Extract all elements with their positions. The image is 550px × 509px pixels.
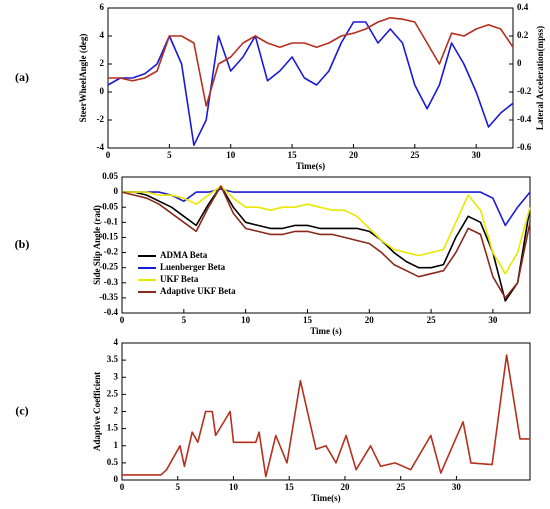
series-line <box>108 17 514 107</box>
y-tick-label: 0.5 <box>107 457 119 467</box>
x-tick-label: 10 <box>229 482 239 492</box>
x-tick-label: 5 <box>167 150 172 160</box>
panel-label: (b) <box>15 237 30 251</box>
y2-tick-label: -0.4 <box>517 114 532 124</box>
y-tick-label: 0 <box>114 474 119 484</box>
series-line <box>122 188 531 227</box>
y2-tick-label: -0.6 <box>517 142 532 152</box>
y-tick-label: -0.35 <box>99 292 118 302</box>
y-tick-label: 3.5 <box>107 354 119 364</box>
plot-frame <box>121 176 531 314</box>
x-tick-label: 15 <box>288 150 298 160</box>
y-axis-title: Side Slip Angle (rad) <box>92 205 102 285</box>
y-tick-label: -0.25 <box>99 262 118 272</box>
y-axis-title: Adaptive Coefficient <box>92 372 102 451</box>
y-tick-label: 2.5 <box>107 388 119 398</box>
panel-label: (a) <box>15 70 29 84</box>
y-tick-label: -2 <box>97 114 105 124</box>
x-tick-label: 30 <box>488 315 498 325</box>
y-tick-label: -0.1 <box>104 216 119 226</box>
legend-label: Luenberger Beta <box>160 262 226 272</box>
x-tick-label: 25 <box>427 315 437 325</box>
y-tick-label: 6 <box>100 2 105 12</box>
y-tick-label: -0.15 <box>99 232 118 242</box>
x-axis-title: Time(s) <box>296 161 325 171</box>
x-tick-label: 25 <box>396 482 406 492</box>
x-tick-label: 0 <box>106 150 111 160</box>
plot-frame <box>107 7 514 149</box>
y-tick-label: 1.5 <box>107 423 119 433</box>
legend-label: ADMA Beta <box>160 250 208 260</box>
x-tick-label: 15 <box>303 315 313 325</box>
y-tick-label: -4 <box>97 142 105 152</box>
x-tick-label: 30 <box>472 150 482 160</box>
x-tick-label: 20 <box>340 482 350 492</box>
y-tick-label: 3 <box>114 371 119 381</box>
y-tick-label: -0.4 <box>104 307 119 317</box>
x-tick-label: 10 <box>241 315 251 325</box>
x-tick-label: 20 <box>349 150 359 160</box>
series-line <box>107 21 514 146</box>
panel-label: (c) <box>15 403 28 417</box>
y2-axis-title: Lateral Acceleration(mpss) <box>535 26 545 130</box>
y-tick-label: -0.2 <box>104 247 119 257</box>
series-line <box>122 185 531 275</box>
y-tick-label: 0.05 <box>102 171 118 181</box>
y-tick-label: 4 <box>100 30 105 40</box>
y-tick-label: 0 <box>114 186 119 196</box>
y2-tick-label: -0.2 <box>517 86 532 96</box>
y2-tick-label: 0.4 <box>517 2 529 12</box>
legend-label: Adaptive UKF Beta <box>160 286 236 296</box>
series-line <box>122 185 531 302</box>
y-axis-title: SteerWheelAngle (deg) <box>78 34 88 123</box>
legend-label: UKF Beta <box>160 274 199 284</box>
y-tick-label: 2 <box>100 58 105 68</box>
x-tick-label: 0 <box>120 315 125 325</box>
x-tick-label: 5 <box>175 482 180 492</box>
y2-tick-label: 0.2 <box>517 30 529 40</box>
y-tick-label: 2 <box>114 406 119 416</box>
legend-box <box>134 249 234 303</box>
y-tick-label: -0.05 <box>99 201 118 211</box>
y-tick-label: 0 <box>100 86 105 96</box>
x-tick-label: 25 <box>410 150 420 160</box>
x-tick-label: 15 <box>285 482 295 492</box>
x-tick-label: 0 <box>120 482 125 492</box>
x-axis-title: Time (s) <box>310 326 342 336</box>
x-tick-label: 10 <box>226 150 236 160</box>
series-line <box>121 185 531 299</box>
x-tick-label: 20 <box>365 315 375 325</box>
y-tick-label: 1 <box>114 440 119 450</box>
y2-tick-label: 0 <box>517 58 522 68</box>
y-tick-label: 4 <box>114 337 119 347</box>
series-line <box>122 354 530 478</box>
y-tick-label: -0.3 <box>104 277 119 287</box>
x-axis-title: Time(s) <box>311 493 340 503</box>
x-tick-label: 5 <box>182 315 187 325</box>
x-tick-label: 30 <box>452 482 462 492</box>
